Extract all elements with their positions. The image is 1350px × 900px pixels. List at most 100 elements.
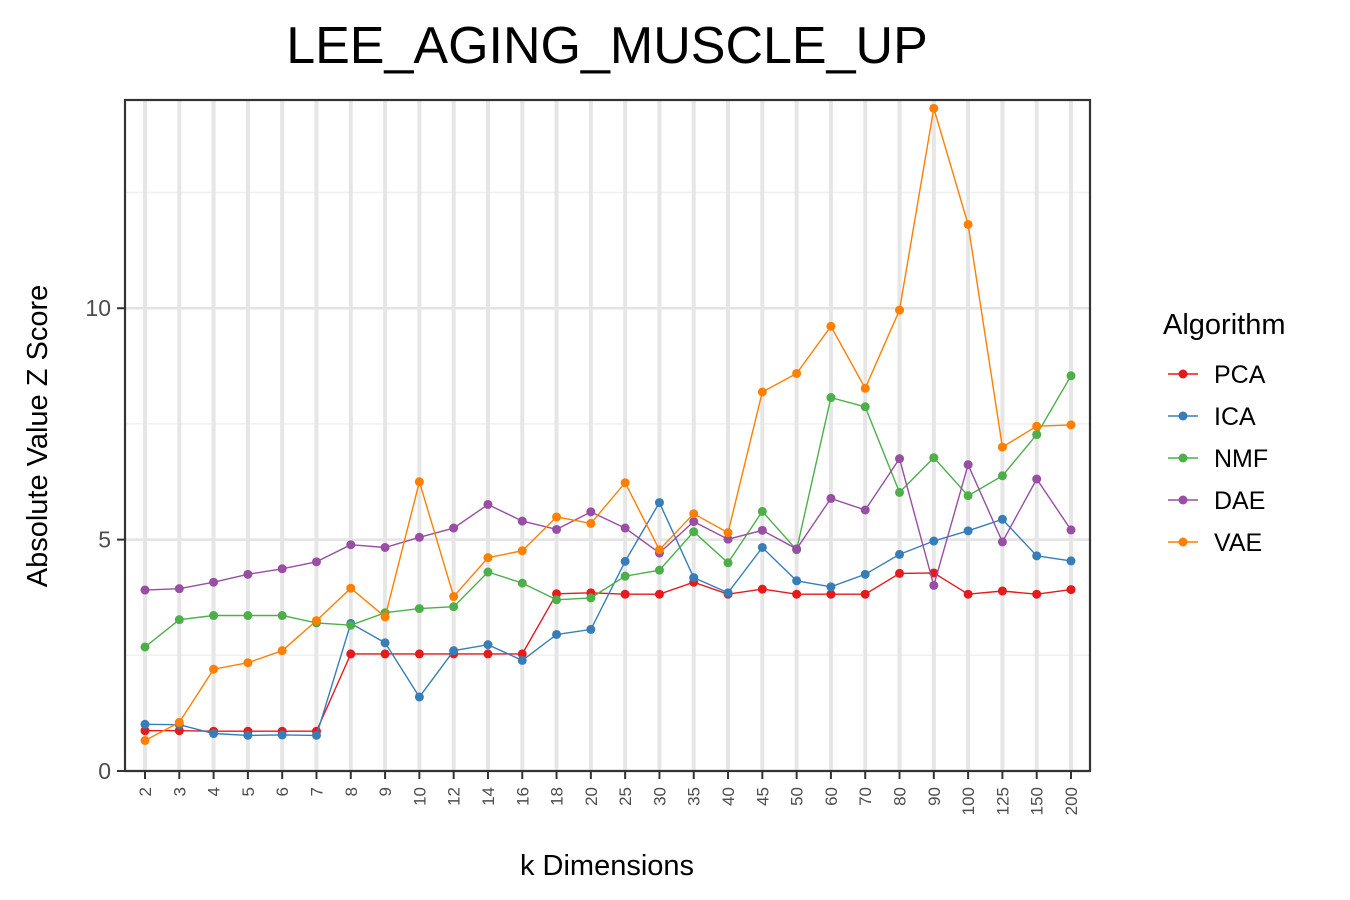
x-tick-label: 90 (925, 787, 944, 806)
point-ica-200 (1066, 556, 1076, 566)
point-ica-16 (517, 655, 527, 665)
point-ica-12 (449, 646, 459, 656)
point-vae-20 (586, 518, 596, 528)
point-pca-9 (380, 649, 390, 659)
point-vae-30 (654, 545, 664, 555)
point-pca-80 (895, 568, 905, 578)
x-tick-label: 45 (753, 787, 772, 806)
x-tick-label: 8 (342, 787, 361, 796)
x-tick-label: 70 (856, 787, 875, 806)
point-nmf-150 (1032, 430, 1042, 440)
point-nmf-100 (963, 491, 973, 501)
point-vae-3 (174, 717, 184, 727)
point-ica-18 (552, 629, 562, 639)
point-nmf-8 (346, 620, 356, 630)
point-nmf-16 (517, 578, 527, 588)
x-tick-label: 14 (479, 787, 498, 806)
point-nmf-3 (174, 615, 184, 625)
point-dae-6 (277, 564, 287, 574)
point-dae-9 (380, 542, 390, 552)
point-vae-4 (209, 664, 219, 674)
point-vae-8 (346, 583, 356, 593)
point-ica-5 (243, 730, 253, 740)
point-pca-70 (860, 589, 870, 599)
point-dae-150 (1032, 474, 1042, 484)
y-tick-label: 10 (85, 295, 111, 321)
series-vae (140, 103, 1076, 745)
point-vae-10 (414, 477, 424, 487)
point-vae-9 (380, 612, 390, 622)
x-tick-label: 5 (239, 787, 258, 796)
point-ica-14 (483, 640, 493, 650)
point-nmf-12 (449, 602, 459, 612)
point-ica-7 (311, 730, 321, 740)
x-tick-label: 3 (170, 787, 189, 796)
point-dae-3 (174, 584, 184, 594)
point-vae-25 (620, 478, 630, 488)
point-vae-12 (449, 592, 459, 602)
point-vae-40 (723, 528, 733, 538)
plot-panel-border (123, 98, 1092, 773)
point-dae-20 (586, 507, 596, 517)
point-pca-2 (140, 726, 150, 736)
point-dae-200 (1066, 525, 1076, 535)
point-vae-14 (483, 553, 493, 563)
point-pca-16 (517, 649, 527, 659)
series-line-vae (144, 108, 1072, 742)
point-nmf-30 (654, 565, 664, 575)
point-pca-45 (757, 584, 767, 594)
point-ica-70 (860, 569, 870, 579)
point-dae-35 (689, 517, 699, 527)
series-layer (140, 103, 1076, 745)
point-pca-150 (1032, 589, 1042, 599)
point-dae-7 (311, 557, 321, 567)
point-pca-14 (483, 649, 493, 659)
x-axis-title: k Dimensions (520, 850, 694, 882)
point-nmf-125 (997, 471, 1007, 481)
point-vae-100 (963, 219, 973, 229)
x-tick-label: 16 (513, 787, 532, 806)
point-vae-6 (277, 646, 287, 656)
point-dae-50 (792, 544, 802, 554)
point-dae-25 (620, 523, 630, 533)
point-dae-70 (860, 505, 870, 515)
point-pca-30 (654, 589, 664, 599)
point-ica-40 (723, 588, 733, 598)
legend: Algorithm PCA ICA NMF DAE VAE (1163, 309, 1286, 557)
x-tick-label: 150 (1028, 787, 1047, 815)
x-tick-label: 10 (410, 787, 429, 806)
point-vae-50 (792, 368, 802, 378)
point-nmf-18 (552, 595, 562, 605)
point-ica-60 (826, 582, 836, 592)
point-ica-6 (277, 730, 287, 740)
point-nmf-45 (757, 506, 767, 516)
point-dae-80 (895, 454, 905, 464)
point-vae-90 (929, 103, 939, 113)
point-nmf-80 (895, 487, 905, 497)
point-vae-16 (517, 546, 527, 556)
point-vae-200 (1066, 420, 1076, 430)
point-ica-45 (757, 542, 767, 552)
point-nmf-5 (243, 611, 253, 621)
point-ica-100 (963, 526, 973, 536)
point-pca-200 (1066, 585, 1076, 595)
series-line-dae (144, 456, 1072, 591)
point-nmf-14 (483, 567, 493, 577)
legend-label-vae: VAE (1214, 529, 1262, 557)
point-nmf-4 (209, 611, 219, 621)
point-dae-18 (552, 524, 562, 534)
point-vae-2 (140, 735, 150, 745)
point-ica-150 (1032, 551, 1042, 561)
chart-title: LEE_AGING_MUSCLE_UP (286, 17, 928, 75)
point-vae-70 (860, 383, 870, 393)
point-pca-8 (346, 649, 356, 659)
point-nmf-60 (826, 393, 836, 403)
point-dae-8 (346, 540, 356, 550)
point-vae-7 (311, 616, 321, 626)
point-nmf-20 (586, 593, 596, 603)
legend-marker-nmf (1178, 453, 1188, 463)
x-tick-label: 60 (822, 787, 841, 806)
x-tick-label: 2 (136, 787, 155, 796)
point-ica-125 (997, 514, 1007, 524)
